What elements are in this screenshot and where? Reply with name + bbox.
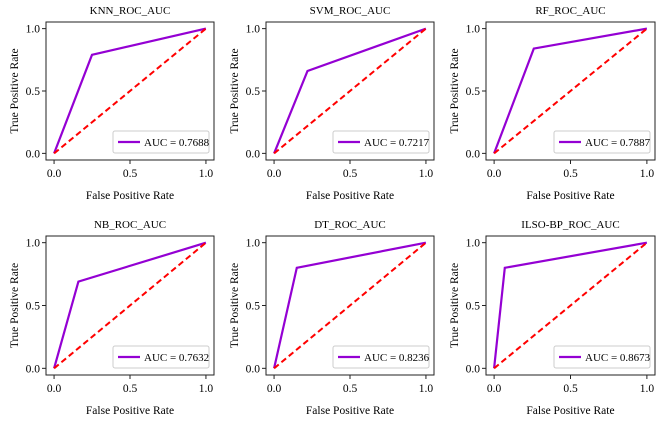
chance-diagonal-line xyxy=(493,241,648,370)
subplot-title: NB_ROC_AUC xyxy=(94,219,166,231)
subplot-title: RF_ROC_AUC xyxy=(535,5,605,17)
legend-box xyxy=(553,130,651,154)
legend-label: AUC = 0.7688 xyxy=(144,137,210,149)
legend-box xyxy=(553,345,651,369)
legend-label: AUC = 0.7887 xyxy=(585,137,651,149)
chance-diagonal-line xyxy=(493,27,648,155)
y-tick-label: 0.0 xyxy=(26,363,41,375)
x-tick-label: 0.0 xyxy=(267,168,282,180)
y-tick-label: 0.0 xyxy=(466,363,481,375)
legend-box xyxy=(112,130,210,154)
subplot-title: ILSO-BP_ROC_AUC xyxy=(521,219,619,231)
x-tick-label: 0.5 xyxy=(343,168,358,180)
chance-diagonal-line xyxy=(53,27,207,155)
y-tick-label: 0.0 xyxy=(246,148,261,160)
x-tick-label: 0.5 xyxy=(343,383,358,395)
x-tick-label: 0.5 xyxy=(563,383,578,395)
subplot-title: KNN_ROC_AUC xyxy=(90,5,171,17)
y-tick-label: 1.0 xyxy=(466,24,481,36)
y-tick-label: 0.5 xyxy=(26,301,41,313)
legend: AUC = 0.7632 xyxy=(112,345,210,369)
y-tick-label: 1.0 xyxy=(246,24,261,36)
legend: AUC = 0.8236 xyxy=(332,345,430,369)
y-tick-label: 0.5 xyxy=(466,86,481,98)
y-axis-label: True Positive Rate xyxy=(229,48,241,133)
y-tick-label: 0.0 xyxy=(466,148,481,160)
x-tick-label: 0.0 xyxy=(267,383,282,395)
x-tick-label: 0.0 xyxy=(487,168,502,180)
y-tick-label: 1.0 xyxy=(26,24,41,36)
y-tick-label: 0.5 xyxy=(26,86,41,98)
x-axis-label: False Positive Rate xyxy=(86,190,174,202)
subplot-title: DT_ROC_AUC xyxy=(314,219,386,231)
x-tick-label: 1.0 xyxy=(640,383,655,395)
x-tick-label: 1.0 xyxy=(419,168,434,180)
subplot-ilso-bp-roc-auc: ILSO-BP_ROC_AUC 0.0 0.5 1.0 0.0 0.5 1.0 False P… xyxy=(449,219,656,417)
chance-diagonal-line xyxy=(53,241,207,370)
legend: AUC = 0.7887 xyxy=(553,130,651,154)
y-axis-label: True Positive Rate xyxy=(9,263,21,348)
legend-label: AUC = 0.7217 xyxy=(364,137,430,149)
x-tick-label: 0.5 xyxy=(563,168,578,180)
y-tick-label: 1.0 xyxy=(246,238,261,250)
y-axis-label: True Positive Rate xyxy=(449,263,461,348)
subplot-nb-roc-auc: NB_ROC_AUC 0.0 0.5 1.0 0.0 0.5 1.0 False Positi… xyxy=(9,219,215,417)
x-tick-label: 0.0 xyxy=(487,383,502,395)
subplot-rf-roc-auc: RF_ROC_AUC 0.0 0.5 1.0 0.0 0.5 1.0 False Positi… xyxy=(449,5,656,202)
x-axis-label: False Positive Rate xyxy=(306,190,394,202)
x-tick-label: 1.0 xyxy=(199,168,214,180)
legend-box xyxy=(112,345,210,369)
legend-box xyxy=(332,345,430,369)
y-axis-label: True Positive Rate xyxy=(449,48,461,133)
legend-box xyxy=(332,130,430,154)
legend: AUC = 0.7688 xyxy=(112,130,210,154)
x-axis-label: False Positive Rate xyxy=(526,190,614,202)
y-tick-label: 1.0 xyxy=(466,238,481,250)
x-tick-label: 1.0 xyxy=(419,383,434,395)
x-tick-label: 0.5 xyxy=(123,168,138,180)
y-tick-label: 0.0 xyxy=(26,148,41,160)
legend-label: AUC = 0.8236 xyxy=(364,352,430,364)
y-tick-label: 0.5 xyxy=(246,301,261,313)
subplot-title: SVM_ROC_AUC xyxy=(310,5,391,17)
chance-diagonal-line xyxy=(273,241,427,370)
x-tick-label: 1.0 xyxy=(640,168,655,180)
y-tick-label: 1.0 xyxy=(26,238,41,250)
subplot-knn-roc-auc: KNN_ROC_AUC 0.0 0.5 1.0 0.0 0.5 1.0 False Posit… xyxy=(9,5,215,202)
x-tick-label: 0.0 xyxy=(47,383,62,395)
x-tick-label: 0.5 xyxy=(123,383,138,395)
y-tick-label: 0.0 xyxy=(246,363,261,375)
legend: AUC = 0.8673 xyxy=(553,345,651,369)
x-axis-label: False Positive Rate xyxy=(526,405,614,417)
y-axis-label: True Positive Rate xyxy=(229,263,241,348)
chance-diagonal-line xyxy=(273,27,427,155)
y-tick-label: 0.5 xyxy=(246,86,261,98)
subplot-svm-roc-auc: SVM_ROC_AUC 0.0 0.5 1.0 0.0 0.5 1.0 False Posit… xyxy=(229,5,435,202)
legend: AUC = 0.7217 xyxy=(332,130,430,154)
x-axis-label: False Positive Rate xyxy=(86,405,174,417)
legend-label: AUC = 0.7632 xyxy=(144,352,209,364)
x-tick-label: 0.0 xyxy=(47,168,62,180)
subplot-dt-roc-auc: DT_ROC_AUC 0.0 0.5 1.0 0.0 0.5 1.0 False Positi… xyxy=(229,219,435,417)
x-tick-label: 1.0 xyxy=(199,383,214,395)
x-axis-label: False Positive Rate xyxy=(306,405,394,417)
legend-label: AUC = 0.8673 xyxy=(585,352,651,364)
y-tick-label: 0.5 xyxy=(466,301,481,313)
y-axis-label: True Positive Rate xyxy=(9,48,21,133)
